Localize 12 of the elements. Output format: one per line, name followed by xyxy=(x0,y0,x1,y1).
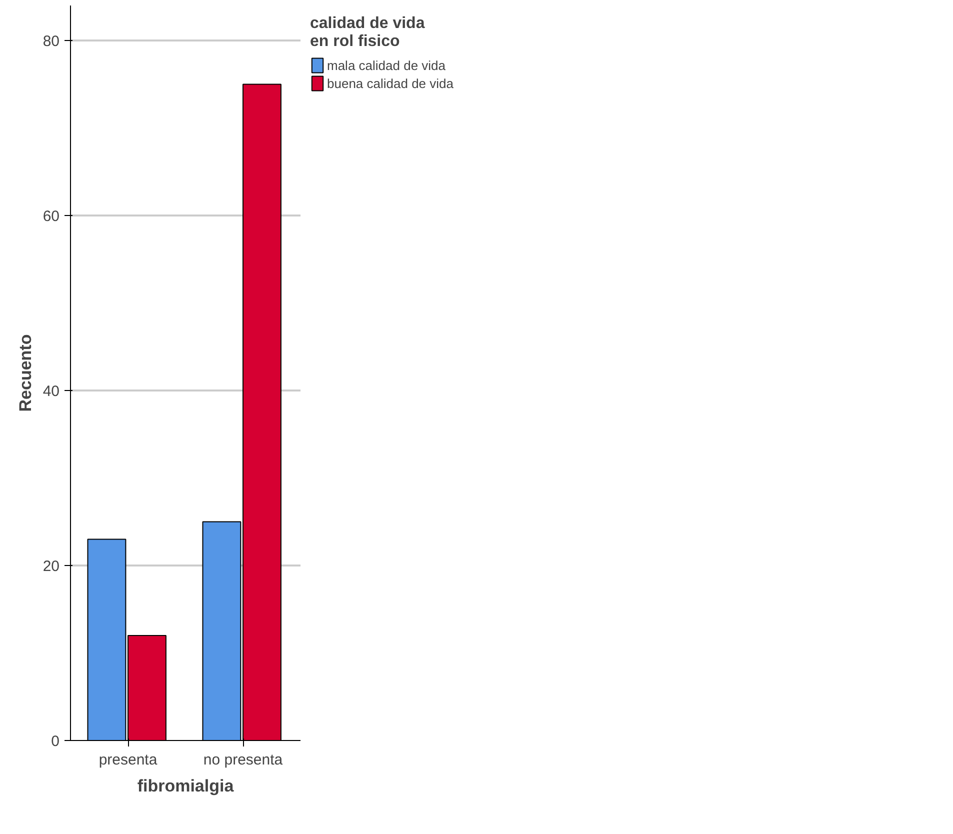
y-tick-label: 80 xyxy=(42,33,60,50)
legend-label: buena calidad de vida xyxy=(327,76,454,90)
y-tick-label: 60 xyxy=(42,208,60,225)
x-tick-label: no presenta xyxy=(203,752,284,768)
y-tick-label: 40 xyxy=(42,383,60,400)
x-tick-label: presenta xyxy=(98,752,158,768)
y-axis-title: Recuento xyxy=(16,334,35,412)
legend-label: mala calidad de vida xyxy=(327,58,446,72)
y-tick-label: 20 xyxy=(42,558,60,575)
y-tick-label: 0 xyxy=(51,733,60,750)
legend-title: calidad de vida en rol fisico xyxy=(310,15,426,51)
x-axis-title: fibromialgia xyxy=(137,776,234,796)
